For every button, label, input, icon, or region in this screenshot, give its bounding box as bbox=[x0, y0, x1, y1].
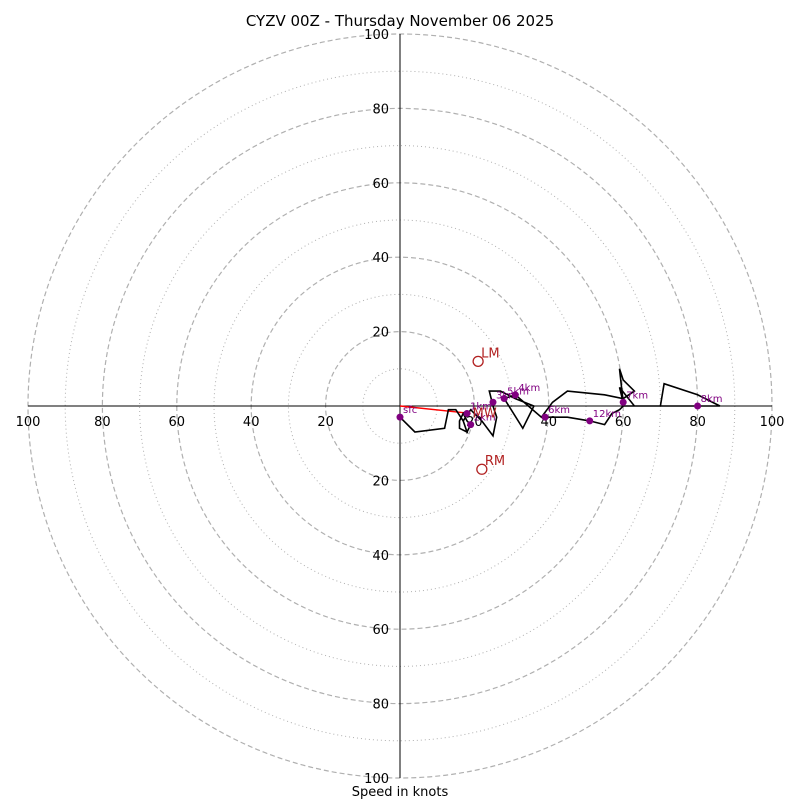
marker-4km-dot bbox=[511, 391, 519, 399]
tick-bottom-100: 100 bbox=[364, 772, 389, 787]
storm-lm-label: LM bbox=[481, 346, 499, 361]
hodograph-line bbox=[399, 368, 721, 438]
storm-rm-marker bbox=[476, 463, 488, 475]
tick-bottom-20: 20 bbox=[372, 474, 389, 489]
marker-8km-label: 8km bbox=[701, 394, 723, 405]
tick-right-100: 100 bbox=[760, 415, 785, 430]
marker-1km-label: 1km bbox=[470, 401, 492, 412]
marker-4km-label: 4km bbox=[518, 383, 540, 394]
marker-sfc-dot bbox=[396, 413, 404, 421]
marker-5km-label: 5km bbox=[507, 387, 529, 398]
marker-3km-dot bbox=[489, 398, 497, 406]
marker-5km-dot bbox=[500, 395, 508, 403]
tick-top-80: 80 bbox=[372, 102, 389, 117]
storm-mw-label: MW bbox=[473, 406, 497, 421]
chart-title: CYZV 00Z - Thursday November 06 2025 bbox=[246, 12, 554, 30]
storm-motion-markers: LM RM MW bbox=[472, 346, 505, 475]
storm-lm-marker bbox=[472, 355, 484, 368]
marker-6km-label: 6km bbox=[548, 405, 570, 416]
tick-bottom-80: 80 bbox=[372, 698, 389, 713]
marker-7km-dot bbox=[619, 398, 627, 406]
storm-rm-label: RM bbox=[485, 454, 505, 469]
shear-vector-line bbox=[399, 405, 471, 415]
tick-top-60: 60 bbox=[372, 177, 389, 192]
marker-8km-dot bbox=[694, 402, 702, 410]
tick-right-80: 80 bbox=[689, 415, 706, 430]
tick-top-20: 20 bbox=[372, 326, 389, 341]
marker-6km-dot bbox=[541, 413, 549, 421]
marker-2km-label: 2km bbox=[474, 413, 496, 424]
tick-left-40: 40 bbox=[243, 415, 260, 430]
tick-left-80: 80 bbox=[94, 415, 111, 430]
tick-left-100: 100 bbox=[16, 415, 41, 430]
marker-12km-dot bbox=[586, 417, 594, 425]
tick-left-60: 60 bbox=[169, 415, 186, 430]
marker-7km-label: 7km bbox=[626, 390, 648, 401]
marker-2km-dot bbox=[467, 421, 475, 429]
tick-right-60: 60 bbox=[615, 415, 632, 430]
marker-3km-label: 3km bbox=[496, 390, 518, 401]
marker-12km-label: 12km bbox=[593, 409, 621, 420]
marker-1km-dot bbox=[463, 409, 471, 417]
tick-left-20: 20 bbox=[317, 415, 334, 430]
marker-sfc-label: sfc bbox=[403, 405, 417, 416]
tick-bottom-40: 40 bbox=[372, 549, 389, 564]
tick-top-100: 100 bbox=[364, 28, 389, 43]
tick-top-40: 40 bbox=[372, 251, 389, 266]
tick-bottom-60: 60 bbox=[372, 623, 389, 638]
x-axis-label: Speed in knots bbox=[352, 785, 449, 800]
hodograph-trace bbox=[399, 368, 721, 438]
